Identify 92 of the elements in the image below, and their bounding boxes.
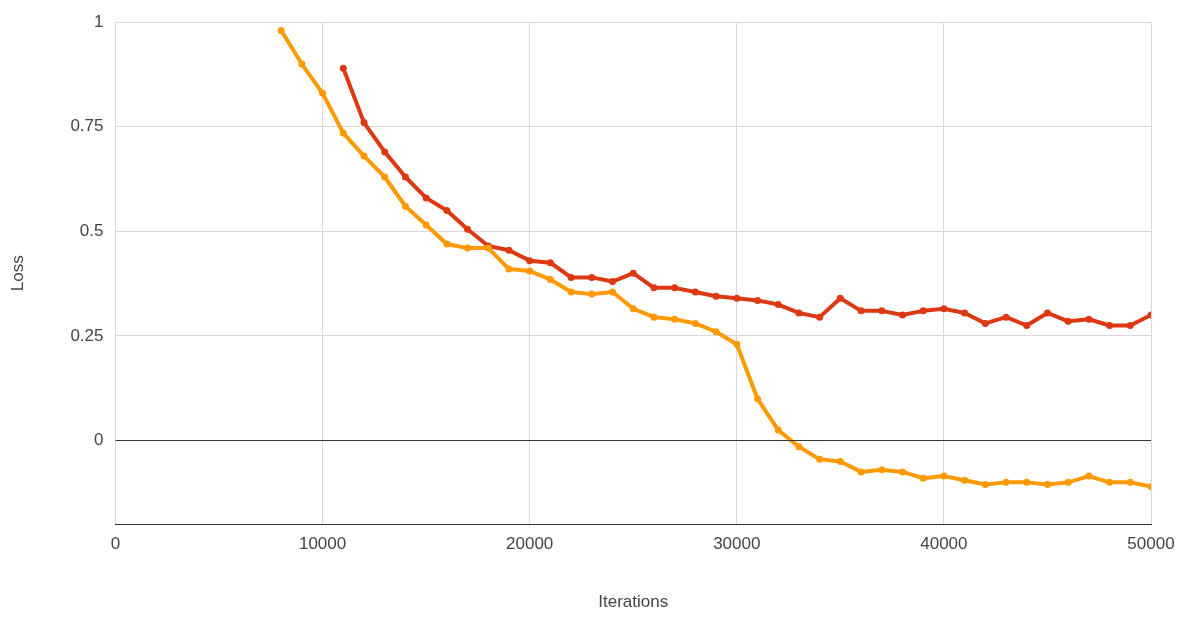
point [795,443,803,451]
point [774,301,782,309]
point [836,457,844,465]
point [857,307,865,315]
point [319,89,327,97]
point [277,27,285,35]
point [898,311,906,319]
y-axis-title: Loss [7,255,27,292]
point [733,340,741,348]
point [1106,478,1114,486]
point [816,313,824,321]
point [422,194,430,202]
point [1043,480,1051,488]
point [546,275,554,283]
point [401,202,409,210]
point [298,60,306,68]
y-tick-label: 0.75 [70,116,104,136]
x-tick-label: 20000 [506,534,554,554]
point [1043,309,1051,317]
point [567,288,575,296]
point [1085,315,1093,323]
x-tick-label: 50000 [1127,534,1175,554]
x-tick-label: 40000 [920,534,968,554]
point [443,206,451,214]
point [795,309,803,317]
point [609,278,617,286]
y-tick-label: 0.5 [79,221,104,241]
point [339,64,347,72]
point [1126,478,1134,486]
point [422,221,430,229]
point [981,480,989,488]
point [464,244,472,252]
point [919,307,927,315]
point [360,119,368,127]
point [609,288,617,296]
point [919,474,927,482]
point [526,257,534,265]
point [401,173,409,181]
point [588,273,596,281]
point [629,269,637,277]
point [381,173,389,181]
point [671,284,679,292]
point [1064,317,1072,325]
point [629,305,637,313]
point [443,240,451,248]
x-tick-label: 0 [110,534,121,554]
point [712,328,720,336]
y-tick-label: 1 [94,11,104,31]
point [671,315,679,323]
point [878,307,886,315]
point [857,468,865,476]
point [1002,313,1010,321]
point [691,319,699,327]
point [961,309,969,317]
point [505,265,513,273]
point [546,259,554,267]
x-tick-label: 30000 [713,534,761,554]
point [940,472,948,480]
point [1023,321,1031,329]
point [1085,472,1093,480]
x-axis-title: Iterations [598,592,669,612]
point [588,290,596,298]
point [464,225,472,233]
point [650,284,658,292]
point [961,476,969,484]
y-tick-label: 0.25 [70,325,104,345]
point [940,305,948,313]
y-tick-label: 0 [94,430,104,450]
point [650,313,658,321]
point [754,296,762,304]
point [505,246,513,254]
point [733,294,741,302]
point [360,152,368,160]
point [1002,478,1010,486]
point [981,319,989,327]
point [712,292,720,300]
point [836,294,844,302]
point [567,273,575,281]
point [1126,321,1134,329]
point [1023,478,1031,486]
point [526,267,534,275]
point [898,468,906,476]
point [774,426,782,434]
point [339,129,347,137]
point [816,455,824,463]
point [1064,478,1072,486]
point [381,148,389,156]
point [754,395,762,403]
point [878,466,886,474]
point [691,288,699,296]
point [1106,321,1114,329]
x-tick-label: 10000 [298,534,347,554]
